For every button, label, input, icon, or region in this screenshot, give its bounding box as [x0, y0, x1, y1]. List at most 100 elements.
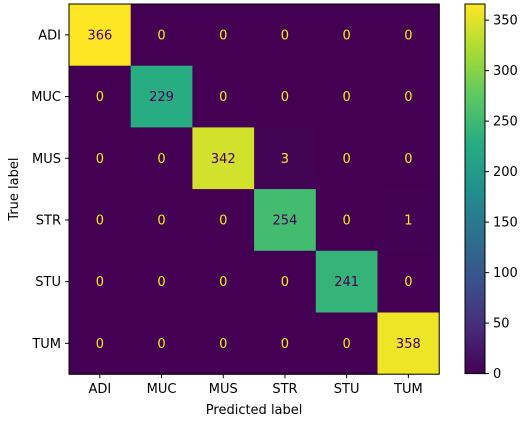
cell-value-label: 0	[281, 275, 289, 290]
cell-value-label: 241	[334, 275, 359, 290]
cell-value-label: 0	[404, 275, 412, 290]
matrix-cell-TUM-MUC	[130, 312, 193, 375]
cell-value-label: 0	[157, 275, 165, 290]
matrix-cell-TUM-TUM	[377, 312, 440, 375]
matrix-cell-STR-MUC	[130, 189, 193, 252]
cell-value-label: 1	[404, 213, 412, 228]
matrix-cell-MUS-MUC	[130, 127, 193, 190]
matrix-cell-STR-TUM	[377, 189, 440, 252]
x-tick-label: MUC	[147, 382, 177, 397]
matrix-cell-MUC-MUC	[130, 65, 193, 128]
colorbar-ticks: 0 50 100 150 200 250 300 350	[485, 14, 518, 382]
y-axis-ticks: ADI MUC MUS STR STU TUM	[31, 28, 69, 352]
x-tick-label: STR	[272, 382, 297, 397]
y-axis-label: True label	[7, 158, 22, 222]
cell-value-label: 0	[343, 28, 351, 43]
matrix-cell-STU-TUM	[377, 250, 440, 313]
matrix-cell-STR-ADI	[69, 189, 132, 252]
y-tick-label: MUC	[31, 90, 61, 105]
cell-value-label: 3	[281, 152, 289, 167]
matrix-cell-ADI-TUM	[377, 4, 440, 67]
matrix-cell-MUS-ADI	[69, 127, 132, 190]
colorbar-tick-label: 350	[493, 14, 518, 29]
cell-value-label: 342	[211, 152, 236, 167]
cell-value-label: 0	[281, 337, 289, 352]
cell-value-label: 0	[219, 337, 227, 352]
cell-value-label: 0	[281, 90, 289, 105]
cell-value-label: 0	[96, 213, 104, 228]
colorbar-tick-label: 0	[493, 367, 501, 382]
matrix-cell-TUM-ADI	[69, 312, 132, 375]
matrix-cell-MUC-TUM	[377, 65, 440, 128]
cell-value-label: 0	[96, 90, 104, 105]
cell-value-label: 0	[404, 90, 412, 105]
y-tick-label: STR	[36, 213, 61, 228]
matrix-cell-STR-MUS	[192, 189, 255, 252]
cell-value-label: 0	[157, 28, 165, 43]
colorbar-tick-label: 200	[493, 165, 518, 180]
x-axis-ticks: ADI MUC MUS STR STU TUM	[88, 374, 423, 397]
cell-value-label: 0	[219, 213, 227, 228]
x-tick-label: STU	[334, 382, 360, 397]
colorbar-tick-label: 50	[493, 317, 510, 332]
matrix-cell-STU-MUC	[130, 250, 193, 313]
cell-value-label: 0	[157, 152, 165, 167]
cell-value-label: 0	[96, 275, 104, 290]
y-tick-label: STU	[35, 275, 61, 290]
colorbar-tick-label: 150	[493, 216, 518, 231]
cell-value-label: 0	[343, 213, 351, 228]
cell-value-label: 0	[219, 275, 227, 290]
cell-value-label: 0	[157, 337, 165, 352]
matrix-cell-MUC-STU	[315, 65, 378, 128]
x-tick-label: ADI	[88, 382, 111, 397]
cell-value-label: 0	[219, 90, 227, 105]
cell-value-label: 0	[404, 28, 412, 43]
x-axis-label: Predicted label	[206, 403, 303, 418]
cell-value-label: 0	[281, 28, 289, 43]
colorbar-tick-label: 300	[493, 64, 518, 79]
cell-value-label: 0	[343, 337, 351, 352]
matrix-cell-TUM-MUS	[192, 312, 255, 375]
matrix-cell-TUM-STU	[315, 312, 378, 375]
cell-value-label: 366	[87, 28, 112, 43]
matrix-cell-ADI-MUC	[130, 4, 193, 67]
matrix-cell-TUM-STR	[254, 312, 317, 375]
matrix-cell-STU-STU	[315, 250, 378, 313]
matrix-cell-STR-STR	[254, 189, 317, 252]
cell-value-label: 0	[343, 152, 351, 167]
matrix-cell-MUS-STU	[315, 127, 378, 190]
matrix-cell-STR-STU	[315, 189, 378, 252]
matrix-cell-MUC-ADI	[69, 65, 132, 128]
x-tick-label: MUS	[209, 382, 238, 397]
matrix-cell-MUS-TUM	[377, 127, 440, 190]
cell-value-label: 254	[273, 213, 298, 228]
matrix-cell-ADI-STU	[315, 4, 378, 67]
cell-value-label: 0	[404, 152, 412, 167]
matrix-cell-labels: 366 0 0 0 0 0 0 229 0 0 0 0 0 0 342 3 0 0 0 0 0 254 0 1 0 0 0 0 241 0…	[87, 28, 420, 352]
y-tick-label: ADI	[38, 28, 61, 43]
matrix-cell-MUS-STR	[254, 127, 317, 190]
cell-value-label: 229	[149, 90, 174, 105]
cell-value-label: 0	[343, 90, 351, 105]
x-tick-label: TUM	[393, 382, 423, 397]
cell-value-label: 0	[96, 337, 104, 352]
matrix-cells	[69, 4, 440, 375]
matrix-cell-MUC-MUS	[192, 65, 255, 128]
cell-value-label: 0	[219, 28, 227, 43]
cell-value-label: 0	[157, 213, 165, 228]
matrix-cell-ADI-STR	[254, 4, 317, 67]
cell-value-label: 358	[396, 337, 421, 352]
colorbar	[464, 3, 486, 375]
colorbar-tick-label: 100	[493, 266, 518, 281]
y-tick-label: MUS	[32, 152, 61, 167]
plot-frame	[68, 3, 440, 375]
matrix-cell-ADI-MUS	[192, 4, 255, 67]
y-tick-label: TUM	[31, 337, 61, 352]
cell-value-label: 0	[96, 152, 104, 167]
colorbar-tick-label: 250	[493, 115, 518, 130]
matrix-cell-STU-MUS	[192, 250, 255, 313]
matrix-cell-MUC-STR	[254, 65, 317, 128]
matrix-cell-STU-STR	[254, 250, 317, 313]
